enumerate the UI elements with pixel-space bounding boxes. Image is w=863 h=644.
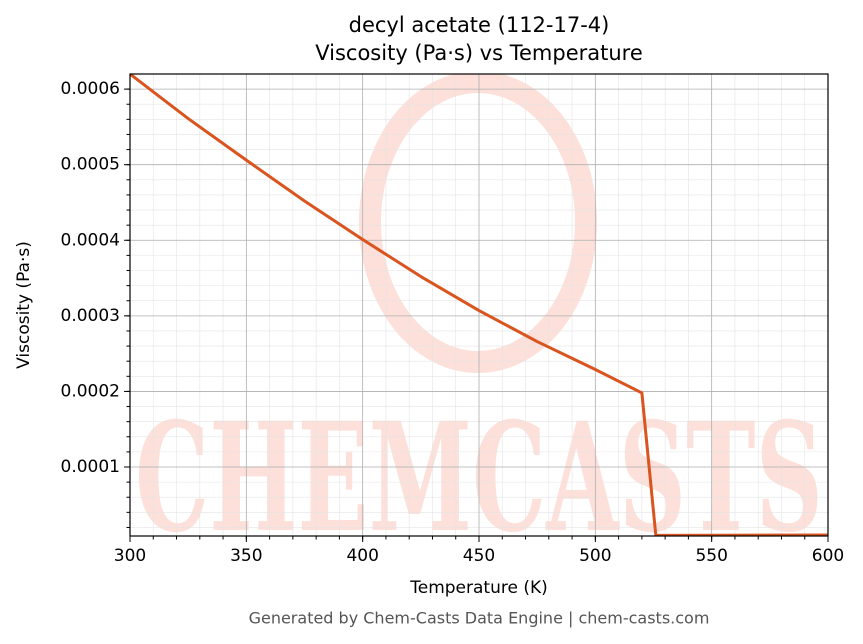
- y-tick-label: 0.0002: [61, 381, 120, 401]
- y-tick-label: 0.0001: [61, 457, 120, 477]
- x-tick-label: 500: [579, 546, 611, 566]
- x-tick-label: 550: [695, 546, 727, 566]
- x-tick-label: 350: [230, 546, 262, 566]
- y-tick-label: 0.0005: [61, 155, 120, 175]
- footer: Generated by Chem-Casts Data Engine | ch…: [249, 609, 710, 628]
- chart-subtitle: Viscosity (Pa·s) vs Temperature: [315, 41, 643, 65]
- x-tick-label: 600: [812, 546, 844, 566]
- y-tick-label: 0.0003: [61, 306, 120, 326]
- plot-frame: [129, 73, 829, 537]
- y-tick-label: 0.0006: [61, 79, 120, 99]
- watermark-ring: [359, 74, 597, 373]
- x-axis-label: Temperature (K): [409, 578, 548, 598]
- y-tick-label: 0.0004: [61, 230, 120, 250]
- chart-title: decyl acetate (112-17-4): [349, 13, 610, 37]
- x-tick-label: 450: [463, 546, 495, 566]
- data-line: [130, 74, 828, 536]
- y-axis-label: Viscosity (Pa·s): [14, 241, 34, 369]
- x-tick-label: 300: [114, 546, 146, 566]
- x-tick-label: 400: [346, 546, 378, 566]
